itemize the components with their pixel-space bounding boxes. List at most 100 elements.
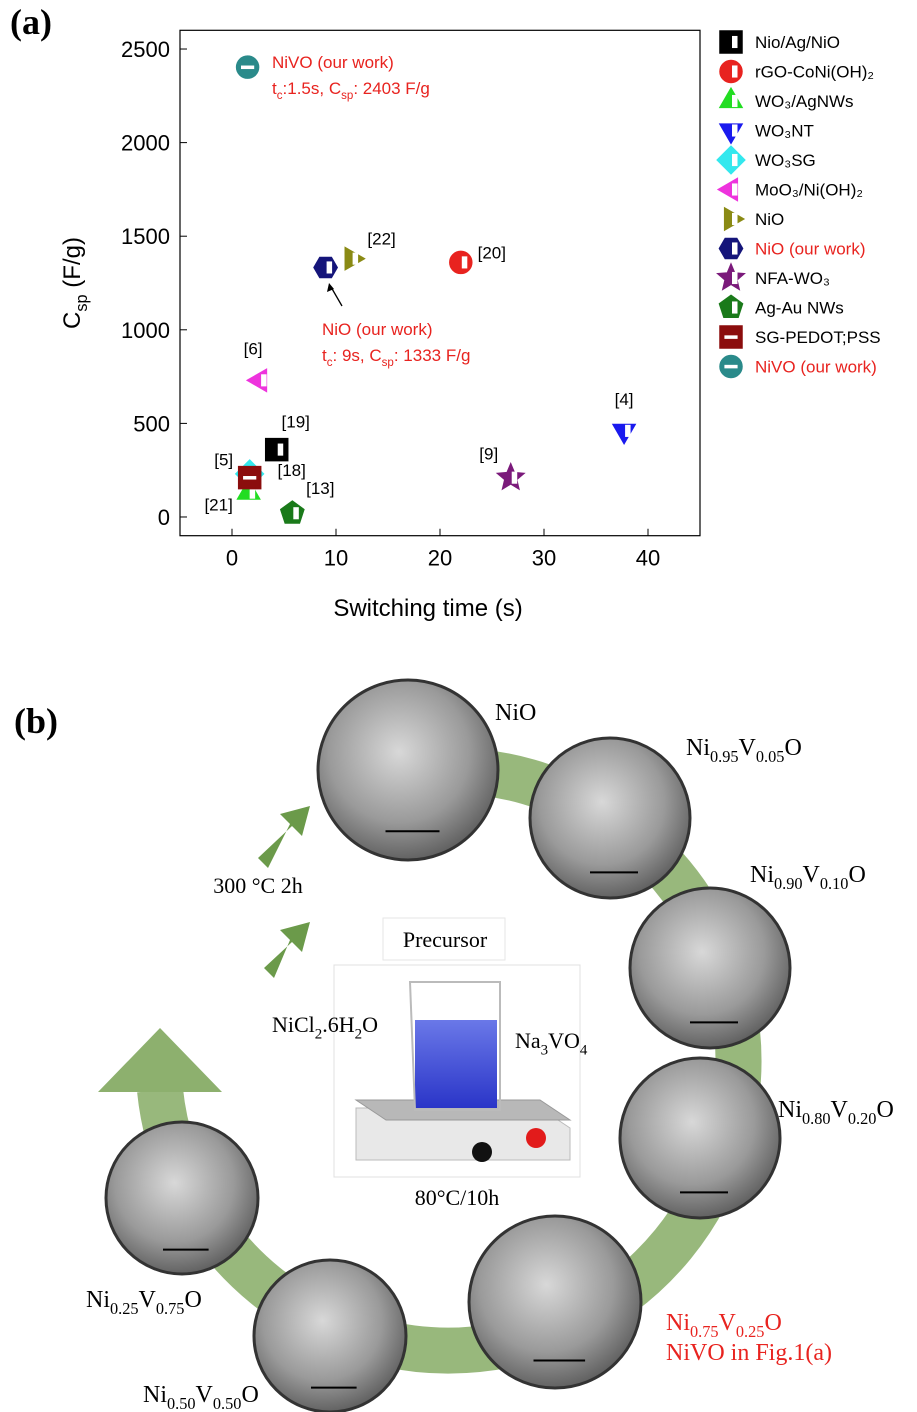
marker-hollow xyxy=(732,242,738,255)
precursor-label: Precursor xyxy=(403,927,488,952)
data-point xyxy=(236,478,261,500)
annotation: NiVO (our work) xyxy=(272,53,394,72)
annotation-part: NiVO (our work) xyxy=(272,53,394,72)
sample-label-part: 0.25 xyxy=(110,1299,139,1318)
legend-marker xyxy=(718,294,744,319)
step-arrow xyxy=(258,806,310,868)
legend-marker xyxy=(719,30,743,54)
sample-label: NiO xyxy=(495,700,536,726)
legend-marker xyxy=(718,237,744,260)
reagent-part: .6H xyxy=(322,1012,355,1037)
marker-shape xyxy=(718,237,744,260)
marker-hollow xyxy=(732,301,738,314)
legend-marker xyxy=(719,354,743,379)
marker-shape xyxy=(449,250,473,275)
reagent-part: 2 xyxy=(355,1027,362,1043)
reagent-part: 4 xyxy=(580,1043,588,1059)
marker-hollow xyxy=(732,124,738,137)
x-tick-label: 30 xyxy=(532,546,556,571)
annotation-part: sp xyxy=(341,90,353,102)
sample-label-part: 0.20 xyxy=(848,1109,877,1128)
legend-label: NFA-WO₃ xyxy=(755,269,830,288)
marker-hollow xyxy=(243,476,257,480)
marker-shape xyxy=(279,500,305,524)
y-axis-label-part: C xyxy=(59,312,86,329)
sample-label-part: 0.25 xyxy=(736,1322,765,1341)
sample-label-part: V xyxy=(196,1382,214,1408)
marker-hollow xyxy=(732,65,738,78)
reference-label: [13] xyxy=(306,479,334,498)
legend-label: WO₃SG xyxy=(755,151,816,170)
sample-label-part: Ni xyxy=(686,735,710,761)
sample-label-part: 0.50 xyxy=(213,1394,242,1412)
sample-label-part: V xyxy=(139,1287,157,1313)
data-point xyxy=(237,465,262,490)
annotation-part: :1.5s, C xyxy=(283,79,342,98)
sample-label-part: 0.95 xyxy=(710,747,739,766)
annotation-part: NiO (our work) xyxy=(322,320,433,339)
beaker xyxy=(408,981,501,1111)
reagent: Na3VO4 xyxy=(515,1028,588,1059)
x-tick-label: 10 xyxy=(324,546,348,571)
marker-hollow xyxy=(352,252,359,265)
legend-marker xyxy=(718,86,744,109)
sample-label: Ni0.50V0.50O xyxy=(143,1382,259,1412)
marker-hollow xyxy=(732,94,738,108)
y-tick-label: 1500 xyxy=(121,224,170,249)
sample-label-part: 0.10 xyxy=(820,874,849,893)
reference-label: [6] xyxy=(244,339,263,358)
marker-hollow xyxy=(249,486,256,499)
legend-marker xyxy=(719,325,743,349)
legend-marker xyxy=(716,145,746,175)
y-axis-label: Csp (F/g) xyxy=(59,237,91,329)
data-point xyxy=(264,437,289,462)
sample-label: Ni0.80V0.20O xyxy=(778,1097,894,1128)
data-point xyxy=(245,368,268,393)
annotation-part: sp xyxy=(382,357,394,369)
annotation-arrowhead xyxy=(327,283,334,292)
sample-label-part: O xyxy=(764,1310,781,1336)
knob xyxy=(472,1142,492,1162)
sem-image xyxy=(104,1120,260,1276)
reagent-part: VO xyxy=(548,1028,580,1053)
sample-label-part: O xyxy=(241,1382,258,1408)
panel-label: (b) xyxy=(14,701,58,741)
sample-label: Ni0.90V0.10O xyxy=(750,862,866,893)
y-tick-label: 500 xyxy=(133,411,170,436)
step-arrow xyxy=(264,922,310,978)
legend-label: NiVO (our work) xyxy=(755,358,877,377)
legend-marker xyxy=(719,59,743,84)
annotation-part: c xyxy=(277,90,283,102)
reference-label: [4] xyxy=(615,390,634,409)
data-point xyxy=(344,246,366,271)
marker-shape xyxy=(264,437,289,462)
sample-note: NiVO in Fig.1(a) xyxy=(666,1340,832,1366)
annotation-part: t xyxy=(272,79,277,98)
annotation-part: : 1333 F/g xyxy=(394,346,471,365)
marker-hollow xyxy=(732,153,738,167)
legend-label: NiO xyxy=(755,210,784,229)
legend-label: Ag-Au NWs xyxy=(755,299,844,318)
sample-label-part: 0.90 xyxy=(774,874,803,893)
reference-label: [20] xyxy=(478,243,506,262)
legend-label: WO₃NT xyxy=(755,122,814,141)
x-tick-label: 40 xyxy=(636,546,660,571)
annotation-part: : 2403 F/g xyxy=(353,79,430,98)
sample-label-part: 0.50 xyxy=(167,1394,196,1412)
reference-label: [19] xyxy=(282,413,310,432)
annotation-part: c xyxy=(327,357,333,369)
y-axis-label-part: (F/g) xyxy=(59,237,86,294)
sample-label: Ni0.75V0.25O xyxy=(666,1310,782,1341)
marker-hollow xyxy=(724,335,738,339)
marker-shape xyxy=(495,461,526,491)
x-axis-label: Switching time (s) xyxy=(333,595,522,622)
marker-shape xyxy=(313,256,339,279)
legend-marker xyxy=(716,262,746,291)
marker-hollow xyxy=(625,424,631,437)
marker-shape xyxy=(716,145,746,175)
reagent-part: Na xyxy=(515,1028,541,1053)
x-tick-label: 0 xyxy=(226,546,238,571)
sample-label-part: V xyxy=(739,735,757,761)
